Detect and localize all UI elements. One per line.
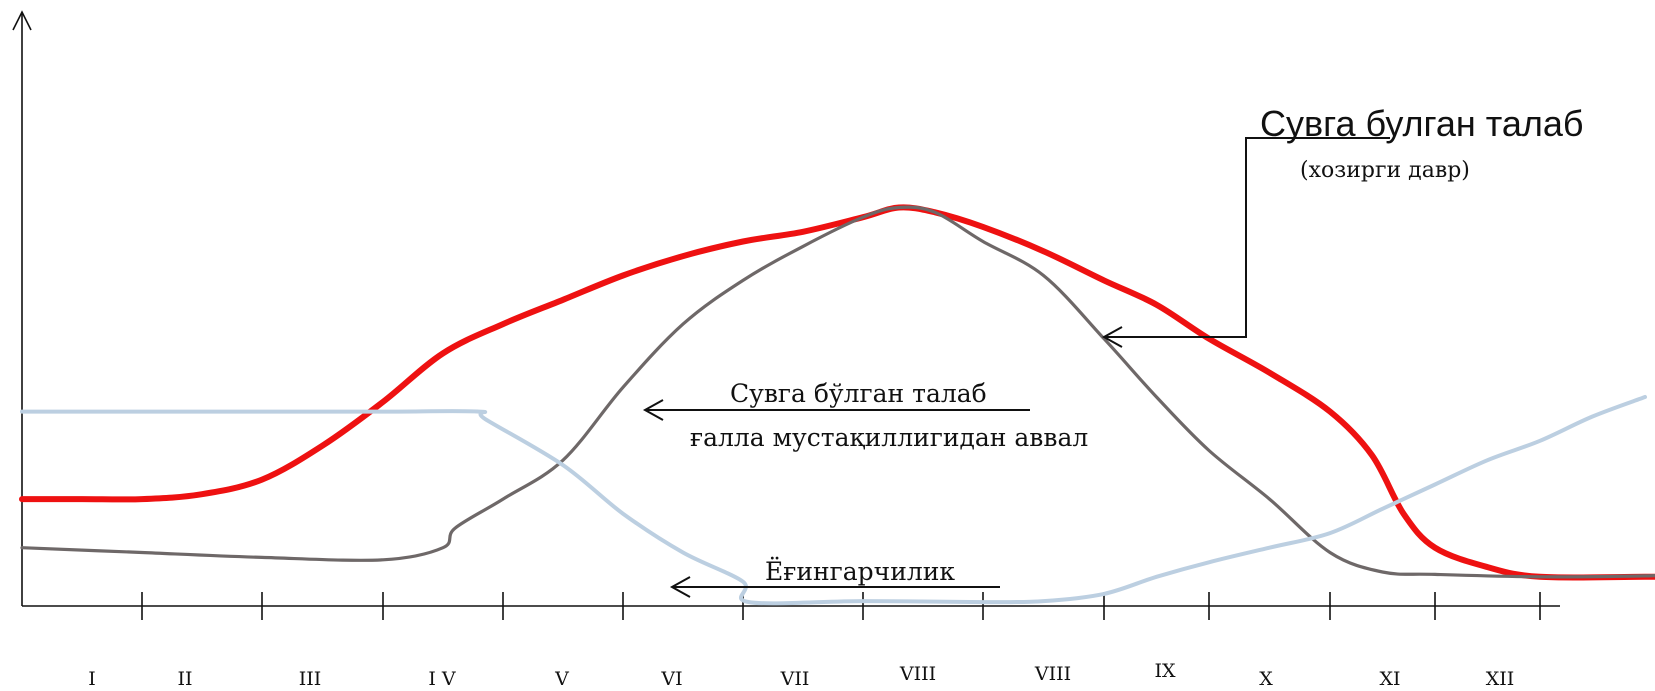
x-tick-label-13: XII <box>1486 668 1515 690</box>
x-tick-label-9: VIII <box>1034 663 1071 685</box>
annotation-current-demand-note: (хозирги давр) <box>1300 158 1470 183</box>
annotation-previous-demand-arrow-icon <box>642 399 664 421</box>
y-axis-arrow-icon <box>12 10 32 31</box>
x-tick-label-6: VI <box>660 668 682 690</box>
annotation-previous-demand-label: Сувга бўлган талаб <box>730 379 987 408</box>
x-tick-label-2: II <box>177 668 192 690</box>
annotation-precipitation: Ёғингарчилик <box>669 557 1000 598</box>
x-tick-label-11: X <box>1259 668 1273 690</box>
annotation-previous-demand-note: ғалла мустақиллигидан аввал <box>690 423 1088 452</box>
x-tick-label-12: XI <box>1379 668 1400 690</box>
x-tick-label-1: I <box>88 668 96 690</box>
x-tick-label-3: III <box>299 668 322 690</box>
annotation-current-demand: Сувга булган талаб (хозирги давр) <box>1101 103 1584 348</box>
annotation-previous-demand: Сувга бўлган талаб ғалла мустақиллигидан… <box>642 379 1088 452</box>
x-tick-label-10: IX <box>1154 660 1176 682</box>
x-axis-ticks <box>141 592 1541 620</box>
annotation-current-demand-leader <box>1105 137 1390 338</box>
series-line-2 <box>20 205 1655 579</box>
series-lines <box>19 204 1655 606</box>
series-line-3 <box>20 395 1647 606</box>
x-tick-label-8: VIII <box>899 663 936 685</box>
x-axis-tick-labels: I II III I V V VI VII VIII VIII IX X XI XII <box>88 660 1514 690</box>
annotation-precipitation-arrow-icon <box>669 576 691 598</box>
x-tick-label-7: VII <box>780 668 810 690</box>
x-tick-label-4: I V <box>428 668 456 690</box>
x-tick-label-5: V <box>554 668 569 690</box>
annotation-current-demand-arrow-icon <box>1101 326 1123 348</box>
annotation-precipitation-label: Ёғингарчилик <box>765 557 955 586</box>
